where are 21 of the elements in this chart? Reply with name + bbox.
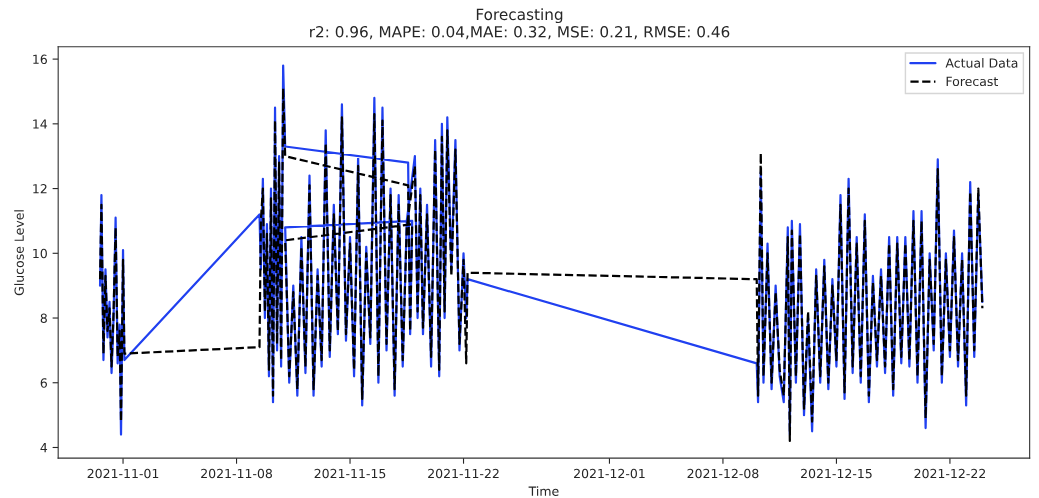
legend-label: Forecast bbox=[946, 76, 998, 87]
y-tick-label: 14 bbox=[33, 119, 48, 129]
y-tick-label: 16 bbox=[33, 54, 47, 65]
x-tick-label: 2021-12-01 bbox=[574, 468, 645, 479]
x-tick-label: 2021-11-22 bbox=[428, 468, 499, 479]
x-tick-label: 2021-11-15 bbox=[314, 468, 386, 479]
x-tick-label: 2021-12-15 bbox=[801, 468, 872, 479]
legend-label: Actual Data bbox=[945, 58, 1018, 68]
y-tick-label: 8 bbox=[40, 313, 47, 323]
chart-subtitle: r2: 0.96, MAPE: 0.04,MAE: 0.32, MSE: 0.21, RMSE: 0.46 bbox=[310, 26, 730, 40]
y-tick-label: 4 bbox=[40, 443, 48, 453]
chart-title: Forecasting bbox=[476, 8, 563, 24]
y-tick-label: 6 bbox=[40, 378, 47, 388]
x-axis-title: Time bbox=[528, 486, 559, 496]
x-tick-label: 2021-12-08 bbox=[687, 468, 759, 479]
x-tick-label: 2021-11-08 bbox=[201, 468, 272, 479]
x-tick-label: 2021-11-01 bbox=[87, 468, 159, 479]
x-tick-label: 2021-12-22 bbox=[914, 468, 985, 479]
y-axis-title: Glucose Level bbox=[14, 210, 24, 296]
y-tick-label: 10 bbox=[33, 248, 47, 259]
y-tick-label: 12 bbox=[33, 184, 47, 194]
